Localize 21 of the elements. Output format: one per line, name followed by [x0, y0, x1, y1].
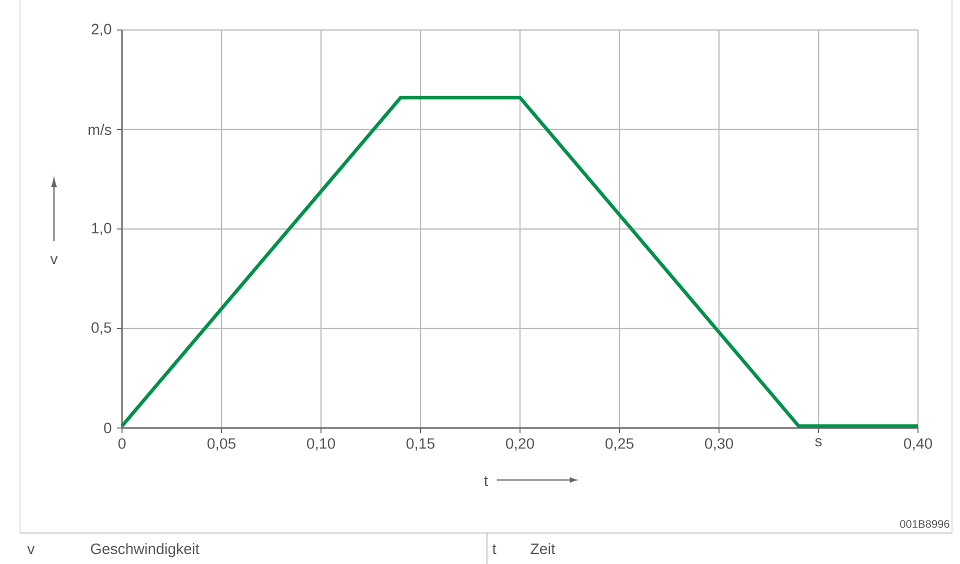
text: Geschwindigkeit	[90, 543, 200, 558]
text: v	[27, 546, 35, 554]
y-tick-label: m/s	[88, 124, 112, 135]
y-tick-label: 2,0	[92, 24, 112, 36]
y-tick-label: 0,5	[92, 322, 112, 335]
text: Zeit	[530, 543, 556, 554]
x-tick-label: s	[815, 438, 822, 446]
x-tick-label: 0,10	[307, 438, 336, 451]
x-tick-label: 0,05	[208, 438, 236, 451]
x-tick-label: 0,25	[606, 438, 634, 451]
x-tick-label: 0	[118, 438, 126, 449]
text: 001B8996	[900, 520, 950, 528]
x-tick-label: 0,30	[705, 438, 734, 451]
y-axis-title: v	[50, 256, 58, 264]
y-tick-label: 0	[104, 422, 112, 434]
y-tick-label: 1,0	[92, 222, 112, 236]
x-tick-label: 0,20	[506, 438, 534, 451]
x-axis-title: t	[484, 476, 488, 486]
x-tick-label: 0,15	[406, 438, 434, 451]
x-tick-label: 0,40	[904, 438, 932, 451]
text: t	[492, 544, 496, 554]
